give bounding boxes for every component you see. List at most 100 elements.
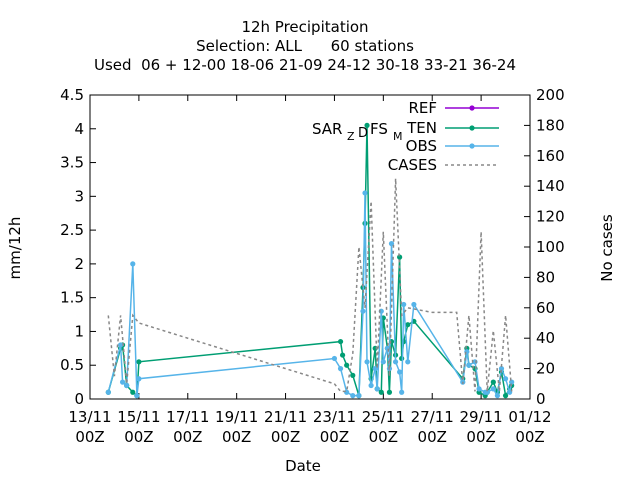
y2-tick-label: 180 bbox=[536, 116, 565, 134]
data-point-obs bbox=[466, 362, 472, 368]
data-point-ten bbox=[337, 338, 344, 345]
data-point-ten bbox=[502, 393, 509, 399]
data-point-obs bbox=[364, 359, 370, 365]
legend-label-obs: OBS bbox=[406, 137, 437, 155]
data-point-obs bbox=[119, 379, 126, 385]
data-point-obs bbox=[384, 345, 391, 351]
y-tick-label: 0 bbox=[74, 390, 84, 408]
data-point-obs bbox=[331, 355, 338, 362]
data-point-ten bbox=[378, 389, 384, 395]
data-point-obs bbox=[494, 393, 501, 399]
series-line-cases bbox=[107, 178, 513, 393]
data-point-ten bbox=[350, 372, 356, 378]
y2-tick-label: 0 bbox=[536, 390, 546, 408]
annotation-sub-m: M bbox=[393, 130, 403, 143]
y2-tick-label: 20 bbox=[536, 360, 555, 378]
data-point-ten bbox=[405, 322, 411, 328]
y-tick-label: 1 bbox=[74, 322, 84, 340]
y2-tick-label: 40 bbox=[536, 329, 555, 347]
legend: REF TEN OBS CASES bbox=[388, 99, 499, 174]
legend-label-cases: CASES bbox=[388, 156, 437, 174]
annotation-sar-text: SAR bbox=[312, 120, 342, 138]
chart-title-line-1: 12h Precipitation bbox=[241, 18, 368, 36]
data-point-ten bbox=[399, 355, 405, 362]
data-point-obs bbox=[337, 366, 344, 372]
data-point-obs bbox=[356, 393, 362, 399]
annotation-mid-fs: FS bbox=[370, 120, 388, 138]
x-tick-label: 00Z bbox=[75, 428, 104, 446]
x-axis-label: Date bbox=[285, 457, 321, 475]
y-tick-label: 2 bbox=[74, 255, 84, 273]
legend-marker-obs bbox=[469, 143, 475, 149]
series-line-ten bbox=[107, 125, 513, 398]
data-point-obs bbox=[401, 301, 407, 308]
data-point-obs bbox=[134, 393, 140, 399]
x-tick-label: 21/11 bbox=[264, 408, 307, 426]
x-tick-label: 00Z bbox=[515, 428, 544, 446]
x-tick-label: 00Z bbox=[418, 428, 447, 446]
y-tick-label: 4.5 bbox=[60, 86, 84, 104]
y2-axis-label: No cases bbox=[598, 214, 616, 282]
y2-tick-label: 60 bbox=[536, 299, 555, 317]
y2-tick-label: 80 bbox=[536, 268, 555, 286]
y-axis-label: mm/12h bbox=[6, 217, 24, 280]
data-point-ten bbox=[364, 122, 370, 128]
x-tick-label: 29/11 bbox=[459, 408, 502, 426]
data-point-ten bbox=[386, 389, 393, 395]
plot-border bbox=[89, 94, 531, 400]
data-point-obs bbox=[502, 376, 509, 382]
series-layer bbox=[105, 122, 515, 399]
data-point-obs bbox=[411, 301, 417, 308]
data-point-ten bbox=[136, 359, 142, 365]
x-tick-label: 00Z bbox=[222, 428, 251, 446]
y2-tick-label: 200 bbox=[536, 86, 565, 104]
data-point-obs bbox=[397, 369, 403, 375]
x-tick-label: 25/11 bbox=[362, 408, 405, 426]
x-tick-label: 27/11 bbox=[411, 408, 454, 426]
data-point-obs bbox=[362, 190, 368, 196]
x-tick-label: 23/11 bbox=[313, 408, 356, 426]
data-point-obs bbox=[392, 359, 399, 365]
x-tick-label: 00Z bbox=[320, 428, 349, 446]
legend-marker-ten bbox=[469, 125, 475, 131]
y-tick-label: 3.5 bbox=[60, 154, 84, 172]
data-point-obs bbox=[117, 342, 124, 348]
data-point-ten bbox=[344, 362, 350, 368]
data-point-ten bbox=[490, 379, 496, 385]
legend-label-ten: TEN bbox=[406, 119, 437, 137]
x-tick-label: 15/11 bbox=[117, 408, 160, 426]
plot-frame bbox=[89, 94, 531, 400]
data-point-obs bbox=[360, 308, 366, 314]
y-tick-label: 3 bbox=[74, 187, 84, 205]
axis-ticks: 0 0.5 1 1.5 2 2.5 3 3.5 4 4.5 0 20 40 60 80 100 120 140 16… bbox=[60, 86, 565, 446]
data-point-obs bbox=[476, 386, 482, 392]
legend-label-ref: REF bbox=[408, 99, 437, 117]
x-tick-label: 00Z bbox=[369, 428, 398, 446]
y-tick-label: 0.5 bbox=[60, 356, 84, 374]
y2-tick-label: 140 bbox=[536, 177, 565, 195]
data-point-obs bbox=[380, 359, 386, 365]
data-point-obs bbox=[124, 382, 130, 389]
data-point-obs bbox=[509, 379, 515, 385]
y2-tick-label: 160 bbox=[536, 147, 565, 165]
data-point-obs bbox=[344, 389, 350, 395]
x-tick-label: 13/11 bbox=[68, 408, 111, 426]
x-tick-label: 00Z bbox=[124, 428, 153, 446]
y-tick-label: 1.5 bbox=[60, 289, 84, 307]
legend-marker-ref bbox=[469, 105, 475, 111]
data-point-obs bbox=[350, 393, 356, 399]
x-tick-label: 17/11 bbox=[166, 408, 209, 426]
annotation-sub-z: Z bbox=[347, 130, 355, 143]
x-tick-label: 19/11 bbox=[215, 408, 258, 426]
chart-title-line-2: Selection: ALL 60 stations bbox=[196, 37, 414, 55]
data-point-obs bbox=[405, 359, 411, 365]
data-point-ten bbox=[130, 389, 136, 395]
chart-title-line-3: Used 06 + 12-00 18-06 21-09 24-12 30-18 … bbox=[94, 56, 516, 74]
data-point-obs bbox=[498, 366, 505, 372]
data-point-obs bbox=[490, 386, 496, 392]
y2-tick-label: 100 bbox=[536, 238, 565, 256]
annotation-mid-d: D bbox=[358, 126, 368, 141]
x-tick-label: 00Z bbox=[271, 428, 300, 446]
y-tick-label: 4 bbox=[74, 120, 84, 138]
